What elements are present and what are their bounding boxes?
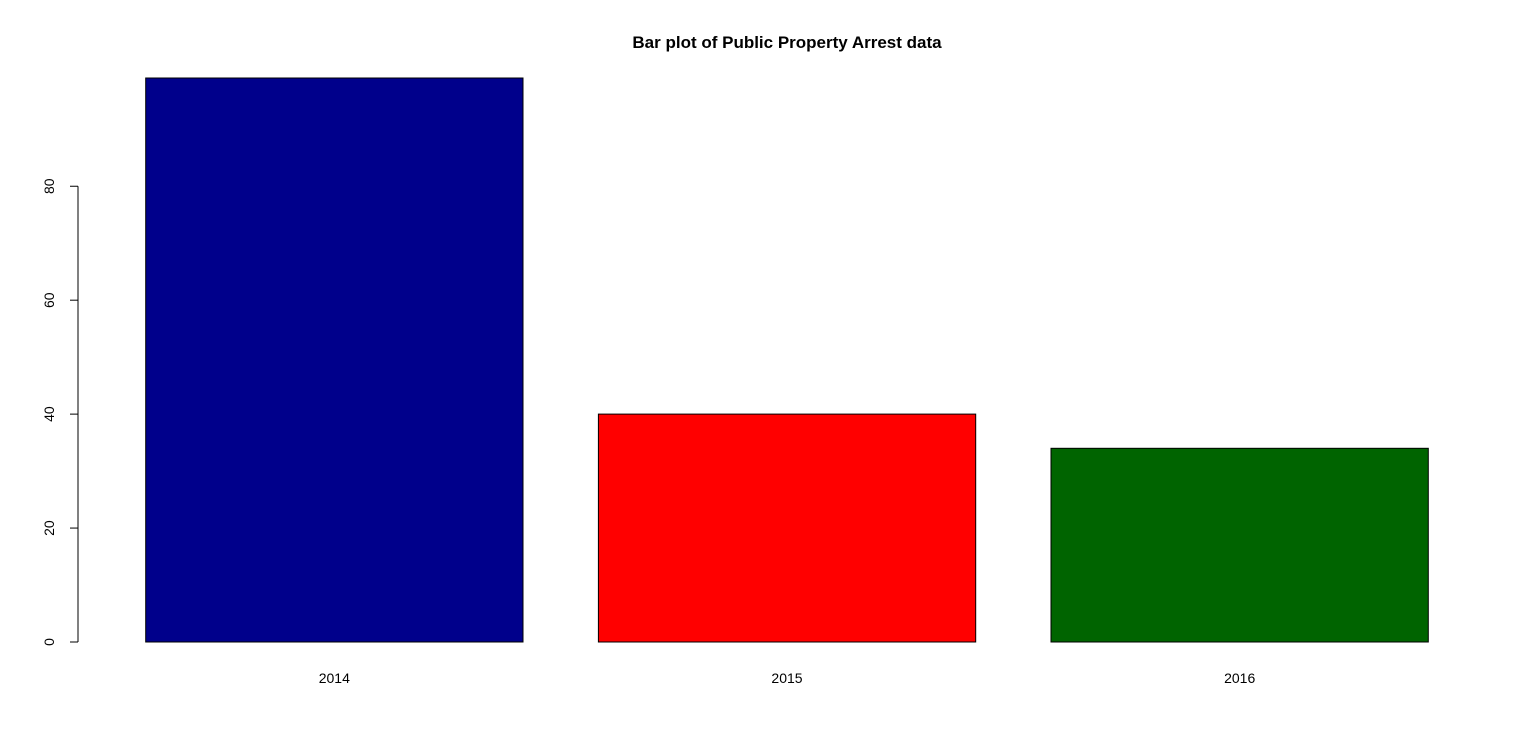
x-tick-label-2016: 2016	[1224, 670, 1255, 686]
y-axis: 0 20 40 60 80	[41, 178, 79, 646]
bar-2014	[145, 77, 524, 643]
bar-2015	[597, 413, 977, 643]
y-tick-label-80: 80	[41, 178, 57, 194]
y-tick-label-0: 0	[41, 638, 57, 646]
y-tick-label-20: 20	[41, 520, 57, 536]
y-tick-label-40: 40	[41, 406, 57, 422]
bars-group	[145, 77, 1429, 643]
chart-title: Bar plot of Public Property Arrest data	[632, 33, 942, 52]
x-axis-labels: 2014 2015 2016	[319, 670, 1256, 686]
x-tick-label-2014: 2014	[319, 670, 350, 686]
x-tick-label-2015: 2015	[771, 670, 802, 686]
y-tick-label-60: 60	[41, 292, 57, 308]
bar-2016	[1050, 447, 1429, 643]
